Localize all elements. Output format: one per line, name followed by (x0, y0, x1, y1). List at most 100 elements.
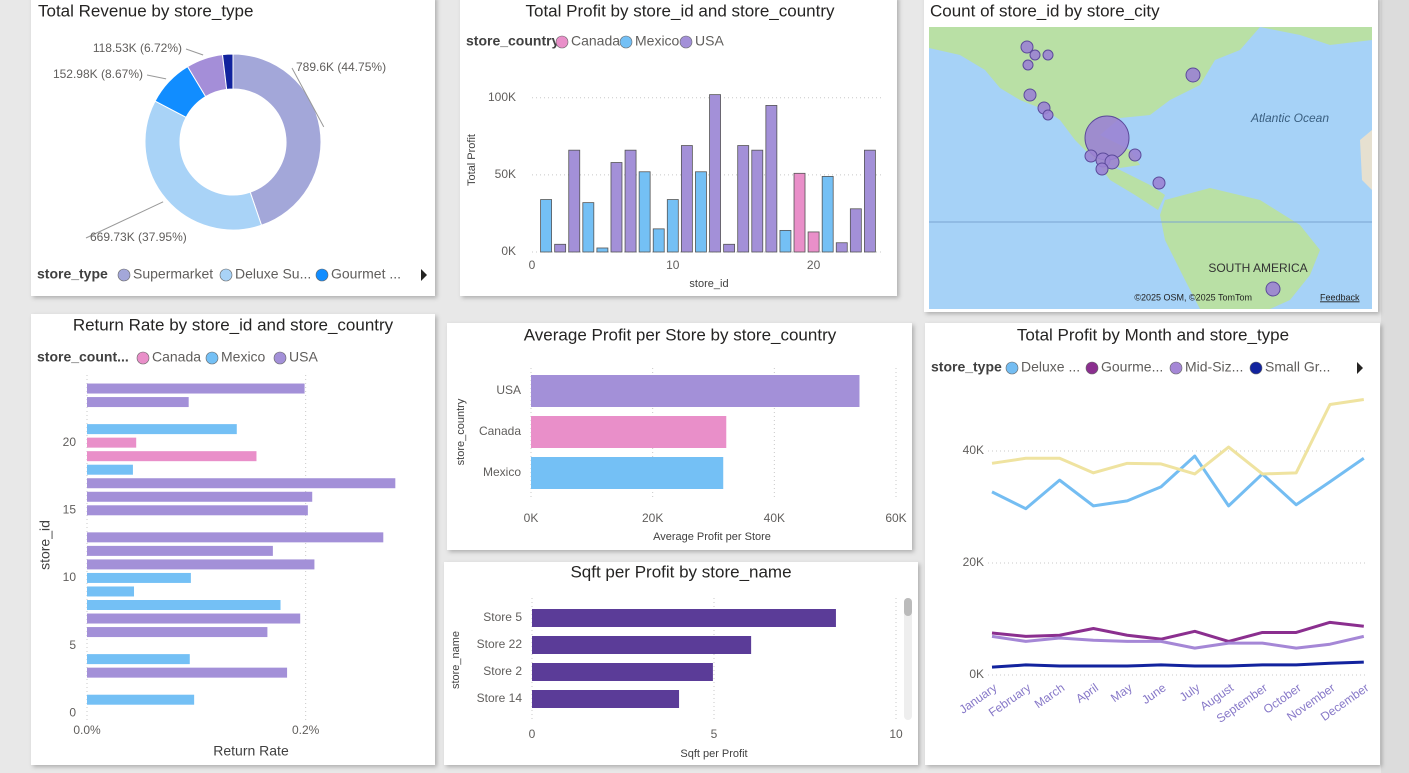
legend-label: USA (695, 33, 724, 49)
bar (779, 229, 792, 253)
y-tick-label: 40K (963, 443, 984, 457)
scrollbar-track[interactable] (904, 598, 912, 720)
y-axis-label: Total Profit (466, 134, 478, 186)
line-series (991, 634, 1365, 650)
leader-line (185, 48, 204, 56)
bar (680, 145, 693, 253)
leader-line (85, 201, 164, 239)
bar (540, 199, 552, 253)
legend-label: Mexico (635, 33, 680, 49)
chart-title: Total Revenue by store_type (38, 1, 253, 20)
scrollbar-thumb[interactable] (904, 598, 912, 616)
leader-line (291, 67, 325, 128)
legend-label: Deluxe Su... (235, 266, 311, 282)
chart-title: Sqft per Profit by store_name (570, 562, 791, 581)
bar (87, 654, 190, 665)
bar (532, 690, 680, 708)
y-axis-label: store_id (37, 520, 53, 570)
legend-label: Supermarket (133, 266, 213, 282)
legend-title: store_type (37, 266, 108, 282)
legend-marker (117, 268, 131, 282)
map-label: SOUTH AMERICA (1208, 261, 1307, 275)
bubble (1104, 154, 1120, 170)
bar (87, 532, 384, 543)
bar (849, 208, 862, 253)
y-tick-label: 0 (69, 705, 76, 719)
legend-marker (315, 268, 329, 282)
bar (638, 171, 651, 253)
x-tick-label: 20 (807, 258, 821, 272)
legend-marker (1005, 361, 1019, 375)
legend-marker (679, 35, 693, 49)
y-axis-label: store_name (450, 631, 462, 689)
legend-label: Mid-Siz... (1185, 359, 1243, 375)
land (929, 27, 1260, 168)
y-tick-label: 0K (501, 244, 516, 258)
bar (596, 247, 609, 253)
legend-marker (619, 35, 633, 49)
bar (751, 149, 764, 253)
y-tick-label: 20K (963, 555, 984, 569)
legend-label: Small Gr... (1265, 359, 1330, 375)
legend-label: Gourmet ... (331, 266, 401, 282)
x-tick-label: 5 (711, 727, 718, 741)
bar (87, 572, 191, 583)
bubble (1042, 109, 1054, 121)
bar (624, 149, 637, 253)
x-tick-label: 0 (529, 727, 536, 741)
bar (821, 175, 834, 253)
x-tick-label: 0 (529, 258, 536, 272)
x-axis-label: store_id (689, 278, 728, 290)
y-tick-label: Mexico (483, 465, 521, 479)
data-label: 669.73K (37.95%) (90, 230, 187, 244)
line-series (991, 660, 1364, 669)
data-label: 118.53K (6.72%) (93, 41, 182, 55)
bar (87, 667, 288, 678)
x-tick-label: 20K (642, 511, 663, 525)
x-axis-label: Sqft per Profit (680, 748, 747, 760)
bar (737, 145, 750, 253)
panel (925, 323, 1380, 765)
y-tick-label: 15 (63, 502, 77, 516)
land (1095, 160, 1165, 210)
legend-title: store_type (931, 359, 1002, 375)
bar (87, 627, 268, 638)
y-axis-label: store_country (455, 398, 467, 465)
bar (87, 437, 137, 448)
donut-slice (221, 53, 234, 90)
bar (765, 105, 778, 253)
data-label: 152.98K (8.67%) (53, 67, 143, 81)
line-series (991, 620, 1364, 643)
map: Atlantic Ocean SOUTH AMERICA ©2025 OSM, … (929, 27, 1372, 309)
legend-marker (273, 351, 287, 365)
bubble (1022, 59, 1034, 71)
bar (87, 586, 135, 597)
y-tick-label: 100K (488, 90, 516, 104)
chart-title: Total Profit by store_id and store_count… (526, 1, 835, 20)
map-attribution: ©2025 OSM, ©2025 TomTom (1134, 292, 1252, 302)
bubble (1084, 149, 1098, 163)
bubble (1095, 162, 1109, 176)
legend-label: Canada (152, 349, 201, 365)
bar (532, 636, 752, 654)
legend-arrow[interactable] (1357, 362, 1363, 374)
legend-arrow[interactable] (421, 269, 427, 281)
legend-title: store_country (466, 33, 560, 49)
bubble (1185, 67, 1201, 83)
x-tick-label: 10 (666, 258, 680, 272)
y-tick-label: Store 5 (483, 610, 522, 624)
map-feedback[interactable]: Feedback (1320, 292, 1360, 302)
bar (87, 600, 281, 610)
chart-title: Return Rate by store_id and store_countr… (73, 315, 394, 334)
bar (652, 228, 665, 253)
y-tick-label: 5 (69, 638, 76, 652)
legend-label: USA (289, 349, 318, 365)
data-label: 789.6K (44.75%) (296, 60, 386, 74)
bar (531, 375, 860, 407)
legend-marker (205, 351, 219, 365)
bar (532, 609, 836, 627)
bar (864, 149, 876, 253)
map-label: Atlantic Ocean (1250, 111, 1329, 125)
line-series (991, 454, 1365, 511)
